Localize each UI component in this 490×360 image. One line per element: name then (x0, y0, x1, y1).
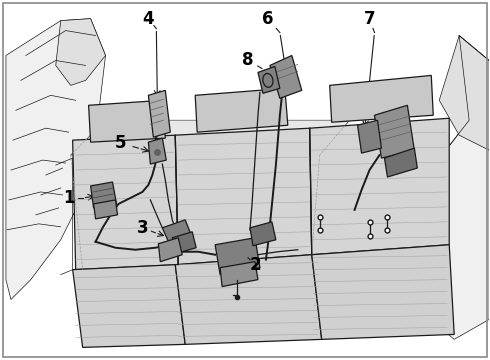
Polygon shape (439, 36, 489, 150)
Polygon shape (358, 120, 382, 153)
Polygon shape (71, 120, 349, 155)
Polygon shape (270, 55, 302, 98)
Polygon shape (215, 238, 260, 275)
Polygon shape (385, 148, 417, 177)
Polygon shape (94, 200, 118, 219)
Polygon shape (73, 135, 178, 270)
Text: 8: 8 (242, 51, 254, 69)
Polygon shape (89, 100, 165, 142)
Polygon shape (56, 19, 105, 85)
Polygon shape (195, 88, 288, 132)
Polygon shape (175, 255, 322, 345)
Polygon shape (175, 128, 312, 265)
Text: 4: 4 (143, 10, 154, 28)
Text: 7: 7 (364, 10, 375, 28)
Polygon shape (6, 19, 105, 300)
Text: 3: 3 (137, 219, 148, 237)
Polygon shape (419, 36, 489, 339)
Text: 2: 2 (249, 256, 261, 274)
Polygon shape (148, 90, 171, 137)
Polygon shape (312, 245, 454, 339)
Polygon shape (310, 118, 449, 255)
Polygon shape (220, 262, 258, 287)
Polygon shape (374, 105, 415, 158)
Text: 1: 1 (63, 189, 74, 207)
Polygon shape (158, 238, 182, 262)
Polygon shape (172, 232, 196, 254)
Polygon shape (91, 182, 117, 208)
Polygon shape (162, 220, 192, 246)
Polygon shape (148, 138, 166, 164)
Polygon shape (330, 75, 433, 122)
Text: 5: 5 (115, 134, 126, 152)
Polygon shape (73, 265, 185, 347)
Polygon shape (250, 222, 276, 246)
Text: 6: 6 (262, 10, 273, 28)
Polygon shape (258, 67, 280, 93)
